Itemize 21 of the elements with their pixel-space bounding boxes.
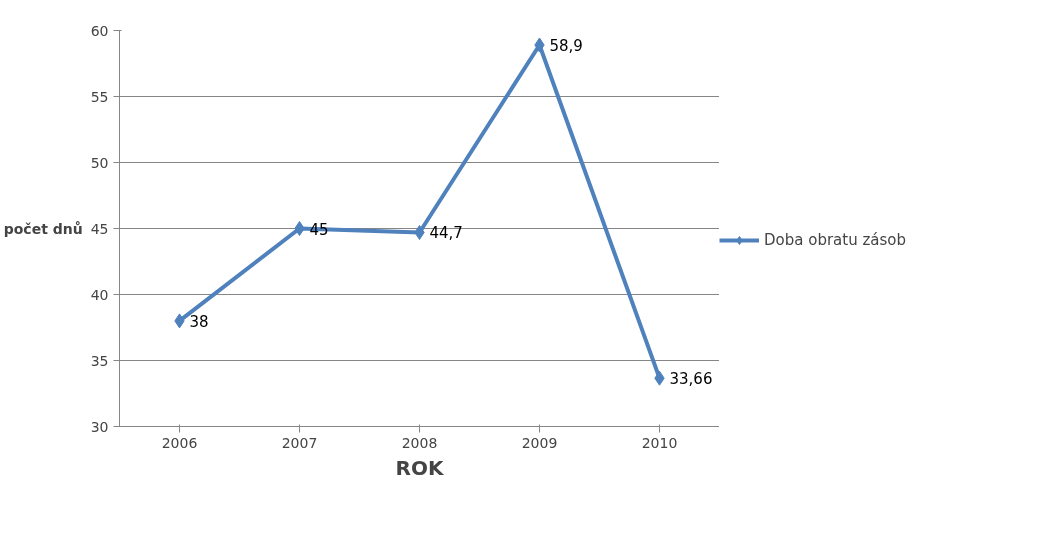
- y-axis-title: počet dnů: [3, 220, 83, 237]
- x-tick-label: 2010: [641, 434, 678, 451]
- data-label: 44,7: [429, 224, 463, 243]
- y-tick-label: 30: [90, 418, 109, 435]
- x-tick-label: 2007: [281, 434, 318, 451]
- y-tick-label: 55: [90, 88, 109, 105]
- x-tick-label: 2009: [521, 434, 558, 451]
- y-tick-label: 60: [90, 22, 109, 39]
- data-label: 58,9: [549, 37, 583, 56]
- legend-label: Doba obratu zásob: [764, 231, 907, 249]
- x-tick-label: 2006: [161, 434, 198, 451]
- y-tick-label: 35: [90, 352, 109, 369]
- x-tick-label: 2008: [401, 434, 438, 451]
- y-tick-label: 45: [90, 220, 109, 237]
- point: [294, 221, 305, 236]
- data-label: 45: [309, 220, 329, 239]
- y-tick-label: 40: [90, 286, 109, 303]
- data-label: 38: [189, 312, 209, 331]
- x-axis-title: ROK: [395, 455, 445, 480]
- data-label: 33,66: [669, 370, 713, 389]
- y-tick-label: 50: [90, 154, 109, 171]
